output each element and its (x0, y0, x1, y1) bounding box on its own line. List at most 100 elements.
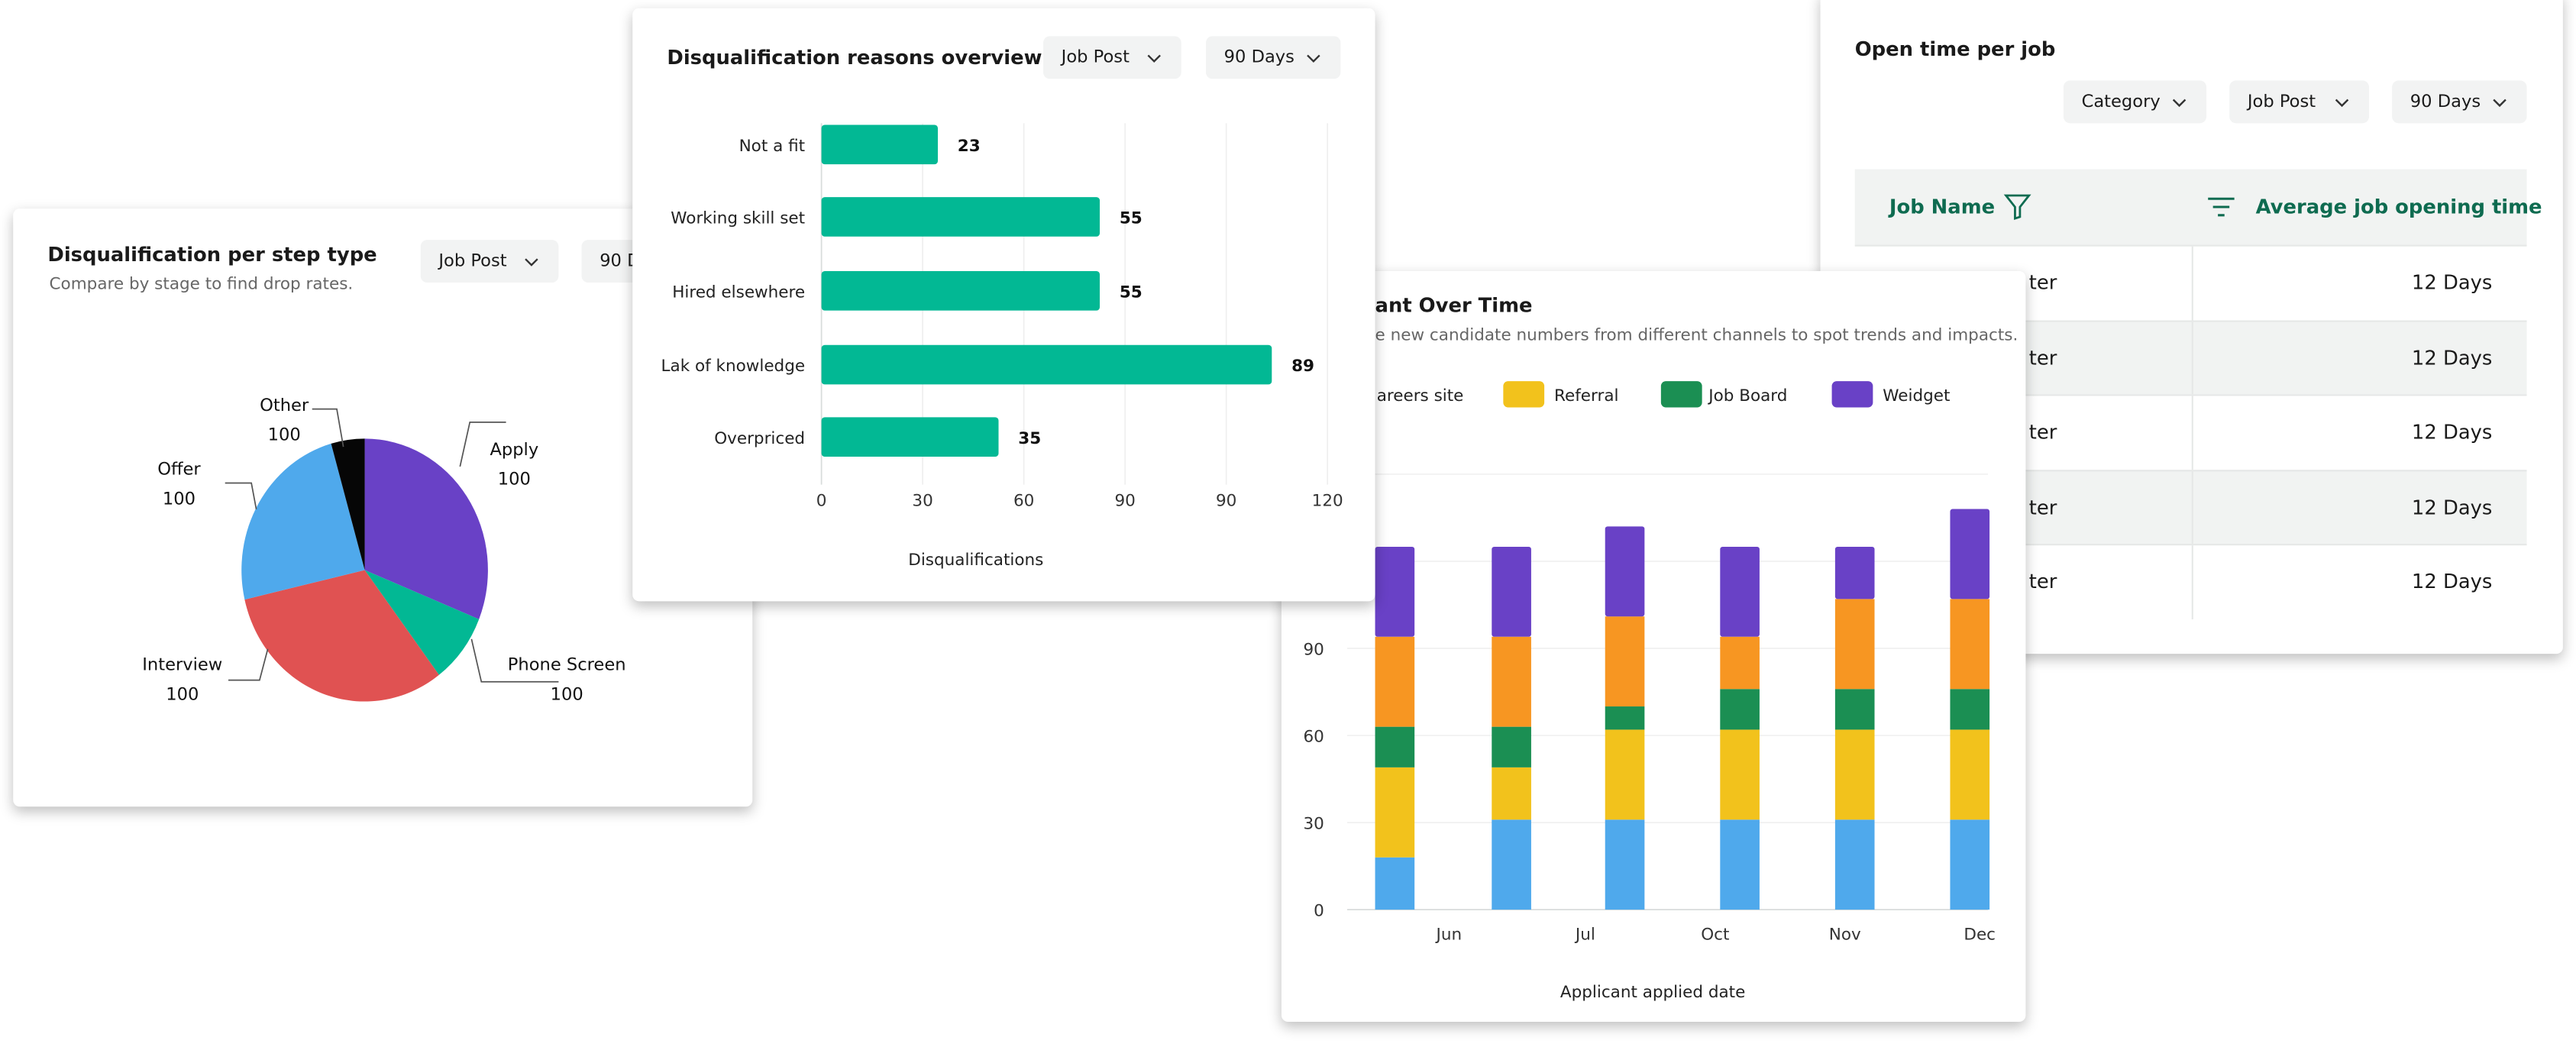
disqualification-per-step-card: Disqualification per step type Compare b… (13, 208, 753, 807)
job-post-dropdown[interactable]: Job Post (1043, 36, 1181, 79)
column-divider (2191, 545, 2193, 620)
filter-icon[interactable] (2002, 192, 2032, 222)
bar-segment (1720, 689, 1760, 730)
bar-segment (1950, 689, 1990, 730)
job-post-dropdown[interactable]: Job Post (420, 240, 559, 283)
slice-name-label: Interview (142, 655, 222, 675)
bar (821, 197, 1101, 237)
sort-icon[interactable] (2206, 194, 2236, 220)
avg-time-cell: 12 Days (2411, 495, 2493, 519)
job-name-cell: ter (2028, 345, 2057, 369)
y-tick-label: 90 (1304, 641, 1324, 660)
job-name-cell: ter (2028, 495, 2057, 519)
slice-name-label: Other (260, 396, 309, 415)
value-label: 23 (958, 137, 981, 156)
slice-value-label: 100 (166, 684, 199, 704)
bar-segment (1375, 636, 1415, 727)
legend-swatch (1660, 381, 1702, 408)
x-tick-label: 60 (1013, 492, 1034, 511)
legend-label: areers site (1377, 386, 1464, 406)
date-range-dropdown[interactable]: 90 Days (1205, 36, 1341, 79)
bar-segment (1375, 767, 1415, 858)
dropdown-label: Job Post (438, 251, 507, 271)
bar-segment (1492, 546, 1531, 637)
bar-segment (1492, 819, 1531, 910)
bar-segment (1375, 857, 1415, 910)
dropdown-label: 90 Days (1223, 47, 1294, 68)
category-label: Hired elsewhere (672, 283, 805, 302)
column-divider (2191, 321, 2193, 396)
category-label: Lak of knowledge (661, 357, 806, 376)
column-divider (2191, 470, 2193, 545)
applicant-over-time-card: ant Over Time e new candidate numbers fr… (1281, 270, 2026, 1023)
legend-label: Referral (1554, 386, 1618, 406)
stacked-bar-chart: 0 30 60 90 Jun Jul Oct Nov Dec Applicant applied … (1304, 381, 1996, 1002)
pie-chart: Apply 100 Phone Screen 100 Interview 100 Offer… (142, 396, 626, 705)
bar-segment (1492, 726, 1531, 767)
x-axis-title: Applicant applied date (1560, 983, 1745, 1002)
y-tick-label: 0 (1314, 902, 1324, 921)
date-range-dropdown[interactable]: 90 Days (2392, 80, 2527, 124)
avg-time-cell: 12 Days (2411, 270, 2493, 295)
column-header-job-name[interactable]: Job Name (1889, 195, 1996, 219)
dropdown-label: Job Post (1061, 47, 1130, 68)
y-tick-label: 30 (1304, 815, 1324, 834)
chevron-down-icon (1147, 53, 1161, 62)
slice-name-label: Offer (157, 460, 201, 480)
bar-segment (1950, 819, 1990, 910)
bar (821, 124, 938, 165)
bar-segment (1605, 819, 1645, 910)
legend-label: Weidget (1883, 386, 1950, 406)
horizontal-bar-chart: 0 30 60 90 90 120 Not a fit 23 Working skill set… (661, 123, 1343, 570)
x-tick-label: Dec (1964, 925, 1996, 944)
slice-value-label: 100 (163, 489, 196, 509)
job-name-cell: ter (2028, 570, 2057, 593)
slice-value-label: 100 (268, 425, 301, 445)
category-dropdown[interactable]: Category (2063, 80, 2207, 124)
leader-line (225, 482, 257, 510)
avg-time-cell: 12 Days (2411, 570, 2493, 593)
table-header: Job Name Average job opening time (1854, 169, 2542, 245)
chevron-down-icon (2172, 98, 2187, 106)
column-header-avg-time[interactable]: Average job opening time (2255, 195, 2542, 219)
bar (821, 270, 1101, 311)
x-tick-label: Oct (1701, 925, 1729, 944)
bar-segment (1950, 509, 1990, 599)
bar-segment (1375, 546, 1415, 637)
leader-line (228, 648, 269, 681)
leader-line (312, 408, 344, 448)
slice-name-label: Phone Screen (508, 655, 626, 675)
bar-segment (1492, 636, 1531, 727)
bar-segment (1720, 729, 1760, 820)
pie-slice-apply (364, 438, 488, 619)
bar-segment (1605, 616, 1645, 707)
bar-segment (1375, 726, 1415, 767)
job-post-dropdown[interactable]: Job Post (2229, 80, 2370, 124)
x-tick-label: Jul (1574, 925, 1595, 944)
x-tick-label: 30 (912, 492, 932, 511)
job-name-cell: ter (2028, 270, 2057, 295)
bar (821, 417, 999, 457)
slice-value-label: 100 (498, 470, 531, 490)
legend-label: Job Board (1707, 386, 1787, 406)
value-label: 89 (1291, 357, 1314, 376)
bar (821, 344, 1272, 385)
bar-segment (1834, 729, 1875, 820)
bar-segment (1950, 729, 1990, 820)
slice-value-label: 100 (551, 684, 583, 704)
card-title: ant Over Time (1375, 294, 1533, 318)
x-tick-label: 120 (1312, 492, 1343, 511)
chevron-down-icon (1307, 53, 1320, 62)
pie-slice-other (331, 438, 365, 570)
column-divider (2191, 246, 2193, 321)
bar-segment (1605, 729, 1645, 820)
card-subtitle: Compare by stage to find drop rates. (49, 276, 354, 295)
category-label: Working skill set (671, 209, 805, 228)
card-title: Open time per job (1854, 37, 2056, 61)
dropdown-label: 90 Days (2410, 92, 2481, 112)
category-label: Overpriced (714, 429, 805, 448)
card-title: Disqualification per step type (47, 243, 377, 267)
pie-slice-phone-screen (364, 570, 480, 675)
dropdown-label: Job Post (2247, 92, 2316, 112)
bar-segment (1720, 546, 1760, 637)
